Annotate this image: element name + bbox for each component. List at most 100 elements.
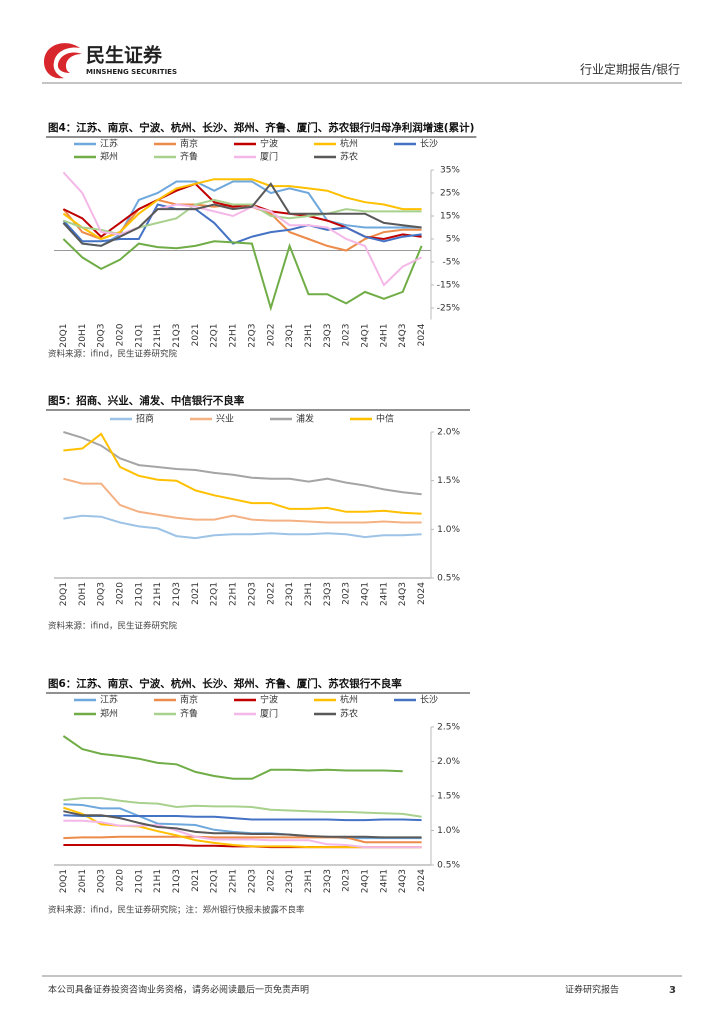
series-line [62,238,423,312]
legend-label: 宁波 [260,694,278,706]
x-tick-label: 22Q3 [247,324,257,348]
source-note: 资料来源：ifind，民生证券研究院 [48,349,177,360]
x-tick-label: 22H1 [229,869,239,893]
legend-label: 郑州 [100,151,118,163]
brand-en: MINSHENG SECURITIES [86,68,177,76]
x-tick-label: 24Q3 [398,869,408,893]
legend-label: 郑州 [100,708,118,720]
x-tick-label: 24Q1 [361,582,371,606]
series-line [63,431,422,496]
y-tick-label: 15% [440,212,460,222]
y-tick-label: 1.5% [437,476,460,486]
y-tick-label: 25% [440,189,460,199]
series-line [63,810,422,839]
x-tick-label: 2020 [115,323,125,346]
x-tick-label: 23Q3 [323,324,333,348]
series-line [62,735,403,780]
x-tick-label: 23Q1 [285,869,295,893]
logo-mark [57,52,82,73]
x-tick-label: 21H1 [153,869,163,893]
series-line [62,178,422,241]
y-tick-label: 1.5% [437,792,460,802]
x-tick-label: 22Q3 [247,869,257,893]
series-line [62,171,423,287]
x-tick-label: 20H1 [78,324,88,348]
series-line [63,797,422,818]
x-tick-label: 2021 [191,324,201,347]
series-line [63,514,422,540]
y-tick-label: 35% [440,166,460,176]
series-line [63,819,422,849]
y-tick-label: -5% [442,258,460,268]
legend-label: 杭州 [340,694,358,706]
legend-label: 杭州 [340,138,358,150]
x-tick-label: 20Q1 [59,324,69,348]
x-tick-label: 23Q1 [285,582,295,606]
x-tick-label: 22Q1 [210,869,220,893]
y-tick-label: 0.5% [437,574,460,584]
y-tick-label: 2.5% [437,723,460,733]
x-tick-label: 24Q1 [361,324,371,348]
legend-label: 江苏 [100,694,118,706]
x-tick-label: 23H1 [304,869,314,893]
x-tick-label: 21Q1 [134,324,144,348]
chart-caption: 图5：招商、兴业、浦发、中信银行不良率 [48,394,245,407]
x-tick-label: 24H1 [379,869,389,893]
legend-label: 南京 [180,138,198,150]
legend-label: 厦门 [260,708,278,720]
brand: 民生证券 [86,44,163,67]
series-line [63,198,422,236]
y-tick-label: -15% [437,281,461,291]
page-number: 3 [669,985,676,996]
x-tick-label: 2020 [115,869,125,892]
x-tick-label: 24H1 [379,582,389,606]
legend-label: 浦发 [296,413,314,425]
legend-label: 中信 [376,413,394,425]
x-tick-label: 20Q1 [59,869,69,893]
legend-label: 苏农 [340,708,358,720]
legend-label: 招商 [136,413,154,425]
x-tick-label: 21Q3 [172,869,182,893]
legend-label: 南京 [180,694,198,706]
x-tick-label: 2023 [342,324,352,347]
source-note: 资料来源：ifind，民生证券研究院 [48,621,177,632]
x-tick-label: 2023 [342,869,352,892]
x-tick-label: 2021 [191,869,201,892]
x-tick-label: 23Q3 [323,582,333,606]
series-line [63,814,422,822]
x-tick-label: 21Q3 [172,582,182,606]
x-tick-label: 20H1 [78,582,88,606]
source-note: 资料来源：ifind，民生证券研究院；注：郑州银行快报未披露不良率 [48,905,305,916]
chart-caption: 图6：江苏、南京、宁波、杭州、长沙、郑州、齐鲁、厦门、苏农银行不良率 [48,677,402,690]
x-tick-label: 21Q3 [172,324,182,348]
x-tick-label: 21H1 [153,324,163,348]
x-tick-label: 20Q3 [97,582,107,606]
legend-label: 苏农 [340,151,358,163]
legend-label: 厦门 [260,151,278,163]
y-tick-label: 5% [446,235,461,245]
legend-label: 宁波 [260,138,278,150]
x-tick-label: 24H1 [379,324,389,348]
x-tick-label: 22Q1 [210,324,220,348]
x-tick-label: 23H1 [304,582,314,606]
x-tick-label: 20Q3 [97,324,107,348]
x-tick-label: 23Q3 [323,869,333,893]
x-tick-label: 24Q3 [398,324,408,348]
legend-label: 江苏 [100,138,118,150]
series-line [62,182,422,247]
x-tick-label: 22Q3 [247,582,257,606]
x-tick-label: 20H1 [78,869,88,893]
logo-mark [44,43,80,79]
x-tick-label: 24Q1 [361,869,371,893]
series-line [63,835,422,844]
x-tick-label: 23H1 [304,324,314,348]
legend-label: 长沙 [420,138,438,150]
x-tick-label: 22Q1 [210,582,220,606]
x-tick-label: 21Q1 [134,869,144,893]
y-tick-label: 1.0% [437,525,460,535]
x-tick-label: 2022 [266,869,276,892]
x-tick-label: 23Q1 [285,324,295,348]
x-tick-label: 2024 [417,582,427,605]
disclaimer: 本公司具备证券投资咨询业务资格，请务必阅读最后一页免责声明 [48,984,309,996]
